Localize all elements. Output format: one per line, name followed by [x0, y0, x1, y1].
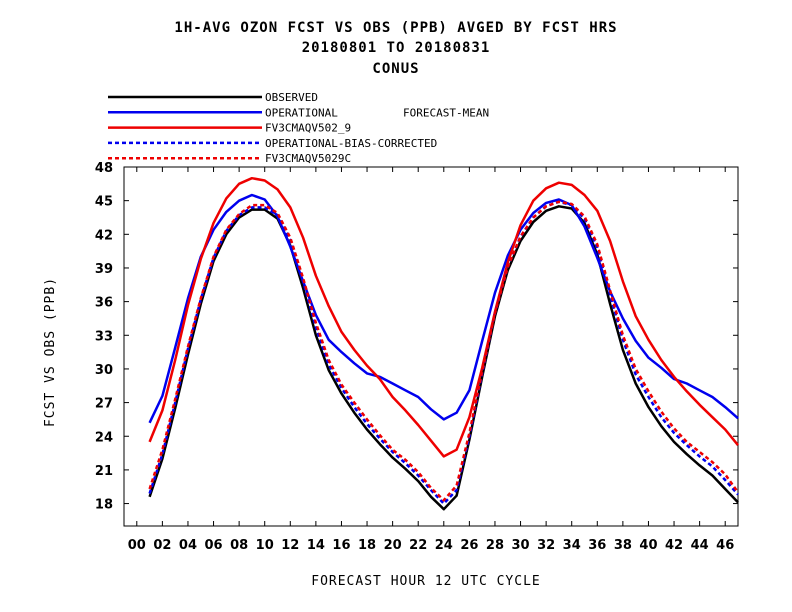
legend-label: OPERATIONAL — [265, 106, 338, 119]
x-tick-label: 20 — [384, 538, 402, 553]
x-tick-label: 40 — [639, 538, 657, 553]
x-tick-label: 06 — [204, 538, 222, 553]
y-tick-label: 36 — [95, 296, 113, 311]
series-line-operational — [148, 193, 739, 424]
legend-label: OBSERVED — [265, 91, 318, 104]
x-tick-label: 28 — [486, 538, 504, 553]
series-line-operational-bias-corrected — [148, 200, 739, 505]
x-tick-label: 42 — [665, 538, 683, 553]
legend: OBSERVED OPERATIONAL FORECAST-MEAN FV3CMAQV… — [108, 91, 489, 165]
series-line-fv3cmaqv502-9 — [148, 176, 739, 458]
chart-subtitle-region: CONUS — [372, 61, 420, 77]
x-tick-label: 38 — [614, 538, 632, 553]
y-tick-label: 21 — [95, 464, 113, 479]
x-tick-label: 26 — [460, 538, 478, 553]
x-tick-label: 14 — [307, 538, 325, 553]
x-tick-label: 46 — [716, 538, 734, 553]
x-tick-label: 24 — [435, 538, 453, 553]
y-tick-label: 27 — [95, 397, 113, 412]
legend-label: FV3CMAQV5029C — [265, 152, 351, 165]
y-axis: 18 21 24 27 30 33 36 39 42 45 48 — [95, 161, 738, 513]
x-tick-label: 44 — [691, 538, 709, 553]
x-tick-label: 16 — [332, 538, 350, 553]
y-tick-label: 33 — [95, 329, 113, 344]
x-tick-label: 04 — [179, 538, 197, 553]
series-line-observed — [148, 205, 739, 511]
x-tick-label: 12 — [281, 538, 299, 553]
chart-title: 1H-AVG OZON FCST VS OBS (PPB) AVGED BY F… — [174, 20, 618, 36]
legend-label: OPERATIONAL-BIAS-CORRECTED — [265, 137, 437, 150]
series-line-fv3cmaqv5029c — [148, 200, 740, 502]
x-tick-label: 22 — [409, 538, 427, 553]
y-tick-label: 18 — [95, 498, 113, 513]
x-tick-label: 18 — [358, 538, 376, 553]
x-tick-label: 02 — [153, 538, 171, 553]
y-tick-label: 42 — [95, 228, 113, 243]
x-axis: 00 02 04 06 08 10 12 14 16 18 20 22 24 26 28 30 32 34 36 38… — [128, 167, 734, 553]
y-tick-label: 24 — [95, 430, 113, 445]
x-tick-label: 34 — [563, 538, 581, 553]
y-axis-title: FCST VS OBS (PPB) — [43, 277, 58, 427]
legend-label-suffix: FORECAST-MEAN — [403, 106, 489, 119]
series-layer — [148, 176, 740, 511]
x-tick-label: 36 — [588, 538, 606, 553]
y-tick-label: 45 — [95, 195, 113, 210]
x-tick-label: 08 — [230, 538, 248, 553]
x-tick-label: 32 — [537, 538, 555, 553]
y-tick-label: 30 — [95, 363, 113, 378]
plot-frame — [123, 166, 739, 527]
chart-subtitle-dates: 20180801 TO 20180831 — [301, 40, 491, 56]
y-tick-label: 39 — [95, 262, 113, 277]
legend-label: FV3CMAQV502_9 — [265, 122, 351, 135]
x-tick-label: 10 — [256, 538, 274, 553]
x-tick-label: 00 — [128, 538, 146, 553]
y-tick-label: 48 — [95, 161, 113, 176]
x-axis-title: FORECAST HOUR 12 UTC CYCLE — [311, 574, 541, 589]
x-tick-label: 30 — [511, 538, 529, 553]
